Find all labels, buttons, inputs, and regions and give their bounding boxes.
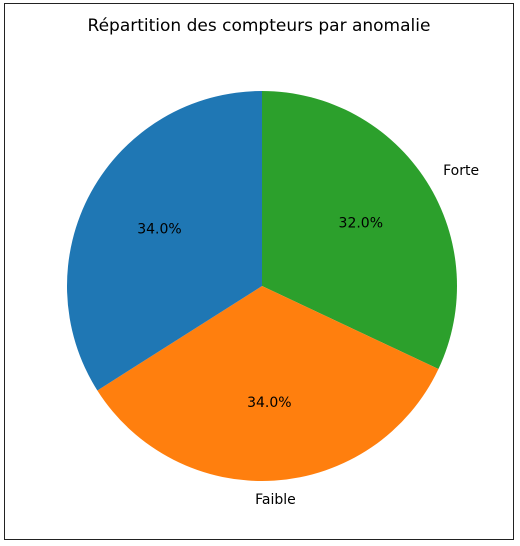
pie-slice-forte — [262, 91, 457, 370]
chart-title: Répartition des compteurs par anomalie — [87, 16, 431, 36]
pie-slice-slice-3 — [66, 91, 262, 391]
pie-slices — [66, 91, 457, 482]
pie-slice-category-label: Faible — [255, 492, 296, 508]
pie-slice-pct-label: 32.0% — [339, 215, 383, 231]
chart-figure: Répartition des compteurs par anomalie 3… — [4, 3, 514, 540]
pie-slice-pct-label: 34.0% — [247, 395, 291, 411]
pie-slice-category-label: Forte — [443, 163, 479, 179]
pie-slice-pct-label: 34.0% — [137, 222, 181, 238]
pie-labels: 32.0% Forte 34.0% Faible 34.0% — [137, 163, 479, 508]
pie-chart: 32.0% Forte 34.0% Faible 34.0% — [66, 91, 479, 508]
pie-slice-faible — [97, 286, 439, 482]
